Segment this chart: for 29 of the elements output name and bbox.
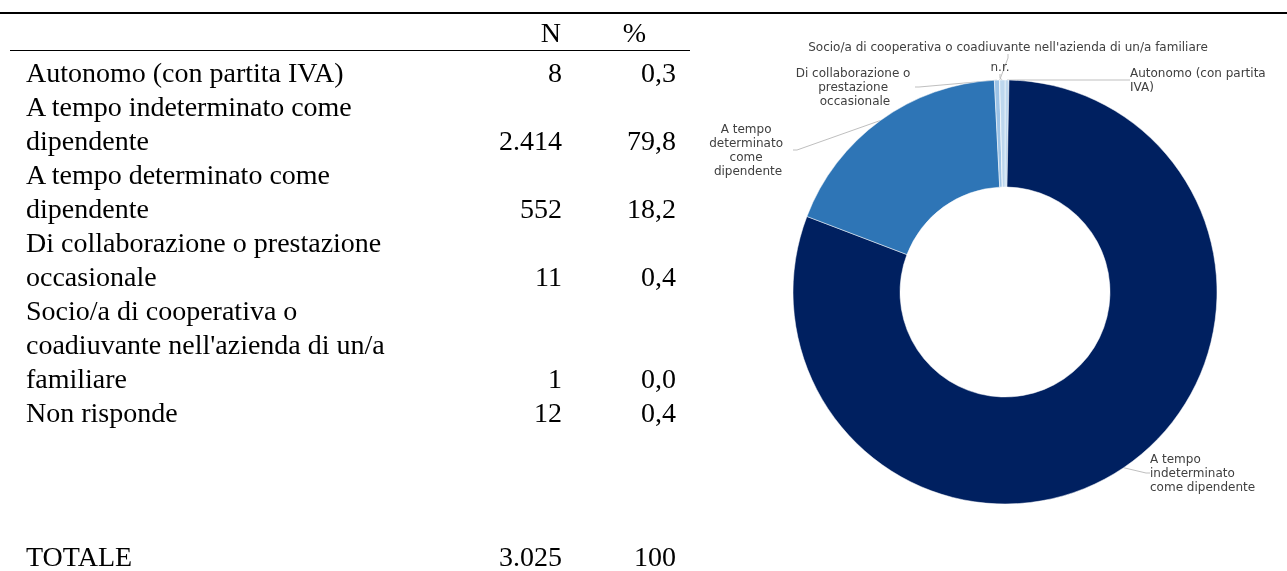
category-label: TOTALE — [26, 540, 134, 571]
text: % — [622, 16, 646, 50]
category-label: A tempo determinato come dipendente — [26, 158, 332, 226]
text: 3.025 — [499, 540, 562, 571]
text: N — [540, 16, 561, 50]
slice-label: A tempo determinato come dipendente — [709, 122, 787, 178]
text: 0,4 — [641, 260, 676, 294]
slice-label: n.r. — [990, 60, 1010, 74]
slice-label: Di collaborazione o prestazione occasionale — [795, 66, 915, 108]
text: 1 — [548, 362, 562, 396]
text: 8 — [548, 56, 562, 90]
text: 18,2 — [627, 192, 676, 226]
text: 79,8 — [627, 124, 676, 158]
text: 552 — [520, 192, 562, 226]
text: 100 — [634, 540, 676, 571]
category-label: A tempo indeterminato come dipendente — [26, 90, 353, 158]
text: 12 — [534, 396, 562, 430]
text: 0,4 — [641, 396, 676, 430]
category-label: Socio/a di cooperativa o coadiuvante nell'azienda di un/a familiare — [26, 294, 386, 396]
text: 0,3 — [641, 56, 676, 90]
category-label: Socio/a di cooperativa o coadiuvante nell'azienda di un/a familiare — [808, 40, 1208, 54]
category-label: Non risponde — [26, 396, 179, 430]
text: 0,0 — [641, 362, 676, 396]
category-label: Di collaborazione o prestazione occasionale — [26, 226, 383, 294]
category-label: Autonomo (con partita IVA) — [26, 56, 345, 90]
slice-label: A tempo indeterminato come dipendente — [1150, 452, 1256, 494]
text: 11 — [535, 260, 562, 294]
text: 2.414 — [499, 124, 562, 158]
slice-label: Autonomo (con partita IVA) — [1130, 66, 1270, 94]
